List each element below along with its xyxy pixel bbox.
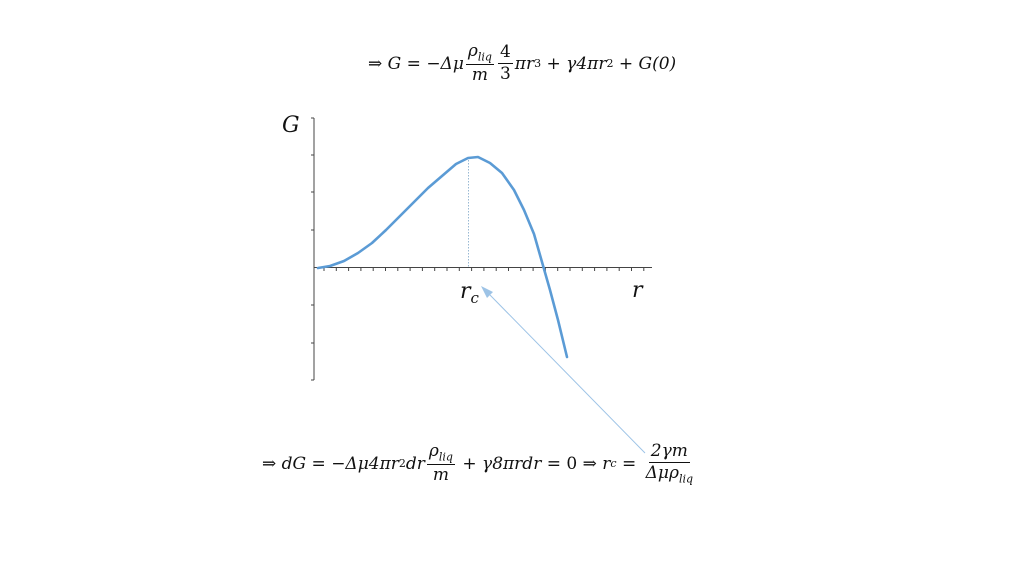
rc-subscript-b: c — [610, 457, 617, 471]
y-axis-label: G — [282, 113, 300, 138]
surface-term: γ4πr — [566, 53, 607, 74]
critical-radius-fraction: 2γm Δμρliq — [644, 441, 695, 486]
rc-subscript: c — [471, 289, 480, 307]
cube-exponent: 3 — [534, 57, 542, 71]
m-denominator: m — [471, 65, 488, 86]
pointer-arrow-head — [481, 286, 493, 298]
equals-sign: = — [406, 53, 421, 74]
m-denominator-b: m — [432, 465, 449, 486]
rc-main: r — [460, 279, 472, 304]
dr-term: dr — [405, 453, 425, 474]
plus-sign-b: + — [462, 453, 477, 474]
g-zero-term: G(0) — [638, 53, 677, 74]
rho-symbol: ρ — [467, 41, 478, 61]
four-thirds-fraction: 4 3 — [497, 42, 513, 84]
critical-radius-denominator: Δμρ — [645, 462, 679, 483]
gibbs-energy-equation: ⇒ G = −Δμ ρliq m 4 3 πr 3 + γ4πr 2 + G(0) — [368, 41, 677, 86]
equals-sign-3: = — [621, 453, 637, 474]
rho-over-m-fraction-b: ρliq m — [426, 441, 455, 486]
surface-derivative-term: γ8πrdr — [482, 453, 542, 474]
plus-sign: + — [546, 53, 561, 74]
implies-symbol: ⇒ — [368, 53, 383, 74]
equals-sign-1: = — [311, 453, 326, 474]
four-numerator: 4 — [497, 42, 513, 64]
volume-derivative-term: −Δμ4πr — [331, 453, 399, 474]
rho-symbol-b: ρ — [428, 441, 439, 461]
rho-subscript: liq — [477, 50, 492, 64]
x-axis-label: r — [632, 278, 644, 303]
delta-mu-term: −Δμ — [426, 53, 464, 74]
rho-subscript-b: liq — [438, 450, 453, 464]
rc-symbol: r — [602, 453, 611, 474]
x-axis-ticks — [323, 267, 645, 271]
square-exponent-b: 2 — [398, 457, 406, 471]
pi-r-term: πr — [514, 53, 535, 74]
derivative-equation: ⇒ dG = −Δμ4πr 2 dr ρliq m + γ8πrdr = 0 ⇒ r… — [262, 441, 697, 486]
denominator-subscript: liq — [678, 472, 694, 486]
plus-sign-2: + — [618, 53, 634, 74]
energy-curve — [316, 155, 569, 359]
critical-radius-label: rc — [460, 279, 480, 307]
equals-zero: = 0 — [546, 453, 578, 474]
square-exponent: 2 — [606, 57, 614, 71]
implies-symbol-1: ⇒ — [262, 453, 277, 474]
three-denominator: 3 — [499, 63, 511, 84]
g-symbol: G — [387, 53, 402, 74]
implies-symbol-2: ⇒ — [582, 453, 597, 474]
pointer-arrow-line — [489, 294, 646, 454]
dg-term: dG — [281, 453, 307, 474]
critical-radius-numerator: 2γm — [648, 441, 690, 463]
rho-over-m-fraction: ρliq m — [465, 41, 494, 86]
